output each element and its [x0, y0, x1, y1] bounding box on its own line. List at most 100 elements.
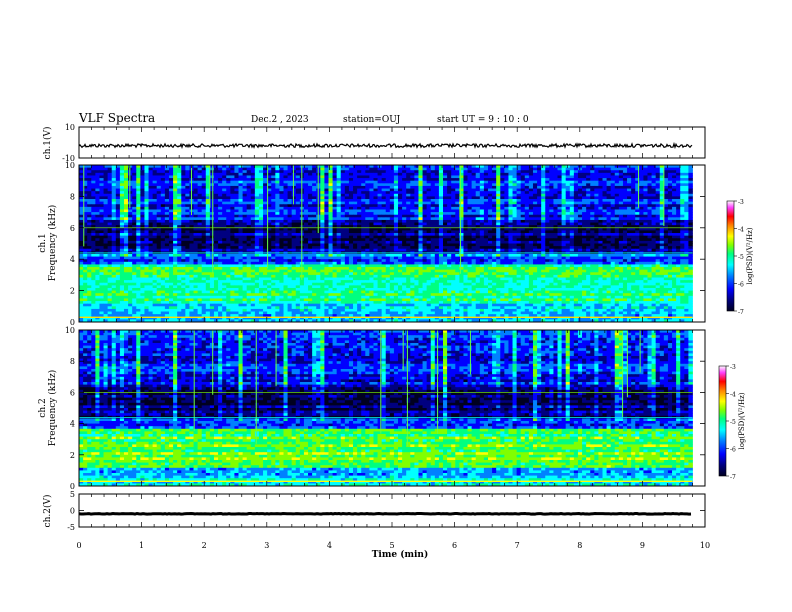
spectrogram-cell	[348, 167, 354, 171]
spectrogram-cell	[676, 235, 681, 239]
spectrogram-cell	[635, 227, 640, 231]
spectrogram-cell	[512, 219, 518, 223]
spectrogram-cell	[132, 196, 137, 200]
spectrogram-cell	[267, 193, 272, 197]
spectrogram-cell	[455, 183, 460, 187]
spectrogram-cell	[410, 193, 415, 197]
spectrogram-cell	[144, 248, 149, 252]
spectrogram-cell	[627, 196, 632, 200]
spectrogram-cell	[132, 209, 137, 213]
spectrogram-cell	[283, 225, 288, 229]
spectrogram-cell	[528, 214, 534, 218]
spectrogram-cell	[430, 191, 436, 195]
spectrogram-cell	[344, 219, 350, 223]
spectrogram-cell	[103, 233, 109, 237]
spectrogram-cell	[414, 240, 419, 244]
spectrogram-cell	[434, 222, 440, 226]
spectrogram-cell	[672, 212, 677, 216]
spectrogram-cell	[561, 227, 567, 231]
spectrogram-cell	[213, 225, 219, 229]
spectrogram-cell	[647, 230, 652, 234]
spectrogram-cell	[148, 191, 154, 195]
spectrogram-cell	[414, 222, 419, 226]
spectrogram-cell	[181, 180, 186, 184]
spectrogram-cell	[410, 219, 415, 223]
spectrogram-cell	[132, 185, 137, 189]
spectrogram-cell	[271, 193, 276, 197]
spectrogram-cell	[414, 165, 419, 169]
spectrogram-cell	[267, 201, 272, 205]
spectrogram-cell	[676, 165, 681, 169]
spectrogram-cell	[618, 178, 624, 182]
spectrogram-cell	[586, 238, 591, 242]
spectrogram-cell	[496, 185, 501, 189]
spectrogram-cell	[553, 201, 558, 205]
spectrogram-cell	[590, 222, 595, 226]
spectrogram-cell	[250, 212, 256, 216]
spectrogram-cell	[627, 204, 632, 208]
spectrogram-cell	[598, 172, 603, 176]
spectrogram-cell	[193, 165, 199, 169]
spectrogram-cell	[618, 212, 624, 216]
spectrogram-cell	[418, 240, 423, 244]
spectrogram-cell	[344, 222, 350, 226]
spectrogram-cell	[455, 230, 460, 234]
spectrogram-cell	[79, 170, 84, 174]
spectrogram-cell	[667, 196, 673, 200]
spectrogram-cell	[173, 238, 178, 242]
spectrogram-cell	[156, 193, 162, 197]
spectrogram-cell	[684, 243, 689, 247]
spectrogram-cell	[308, 238, 313, 242]
spectrogram-cell	[512, 222, 518, 226]
spectrogram-cell	[95, 178, 100, 182]
spectrogram-cell	[520, 188, 526, 192]
spectrogram-cell	[381, 227, 387, 231]
spectrogram-cell	[197, 233, 203, 237]
spectrogram-cell	[99, 167, 104, 171]
spectrogram-cell	[426, 230, 432, 234]
spectrogram-cell	[455, 233, 460, 237]
spectrogram-cell	[197, 165, 203, 169]
spectrogram-cell	[672, 246, 677, 250]
spectrogram-cell	[275, 230, 280, 234]
spectrogram-cell	[185, 180, 190, 184]
spectrogram-cell	[365, 209, 370, 213]
spectrogram-cell	[602, 225, 607, 229]
spectrogram-cell	[614, 178, 620, 182]
spectrogram-cell	[344, 180, 350, 184]
spectrogram-cell	[443, 191, 448, 195]
spectrogram-cell	[332, 225, 338, 229]
spectrogram-cell	[389, 222, 395, 226]
spectrogram-cell	[340, 196, 346, 200]
spectrogram-cell	[242, 188, 248, 192]
spectrogram-cell	[635, 170, 640, 174]
spectrogram-cell	[647, 201, 652, 205]
spectrogram-cell	[348, 225, 354, 229]
spectrogram-cell	[205, 227, 211, 231]
spectrogram-cell	[643, 206, 648, 210]
spectrogram-cell	[365, 235, 370, 239]
spectrogram-cell	[406, 209, 411, 213]
spectrogram-cell	[475, 209, 481, 213]
spectrogram-cell	[385, 243, 391, 247]
spectrogram-cell	[447, 201, 452, 205]
spectrogram-cell	[254, 178, 260, 182]
spectrogram-cell	[316, 235, 321, 239]
spectrogram-cell	[144, 191, 149, 195]
spectrogram-cell	[389, 196, 395, 200]
spectrogram-cell	[328, 209, 333, 213]
spectrogram-cell	[606, 222, 612, 226]
spectrogram-cell	[246, 240, 252, 244]
spectrogram-cell	[622, 222, 628, 226]
spectrogram-cell	[631, 172, 636, 176]
spectrogram-cell	[586, 243, 591, 247]
spectrogram-cell	[385, 206, 391, 210]
spectrogram-cell	[520, 204, 526, 208]
spectrogram-cell	[267, 183, 272, 187]
spectrogram-cell	[136, 227, 141, 231]
spectrogram-cell	[688, 172, 693, 176]
spectrogram-cell	[128, 246, 133, 250]
spectrogram-cell	[328, 219, 333, 223]
spectrogram-cell	[406, 191, 411, 195]
spectrogram-cell	[398, 235, 403, 239]
